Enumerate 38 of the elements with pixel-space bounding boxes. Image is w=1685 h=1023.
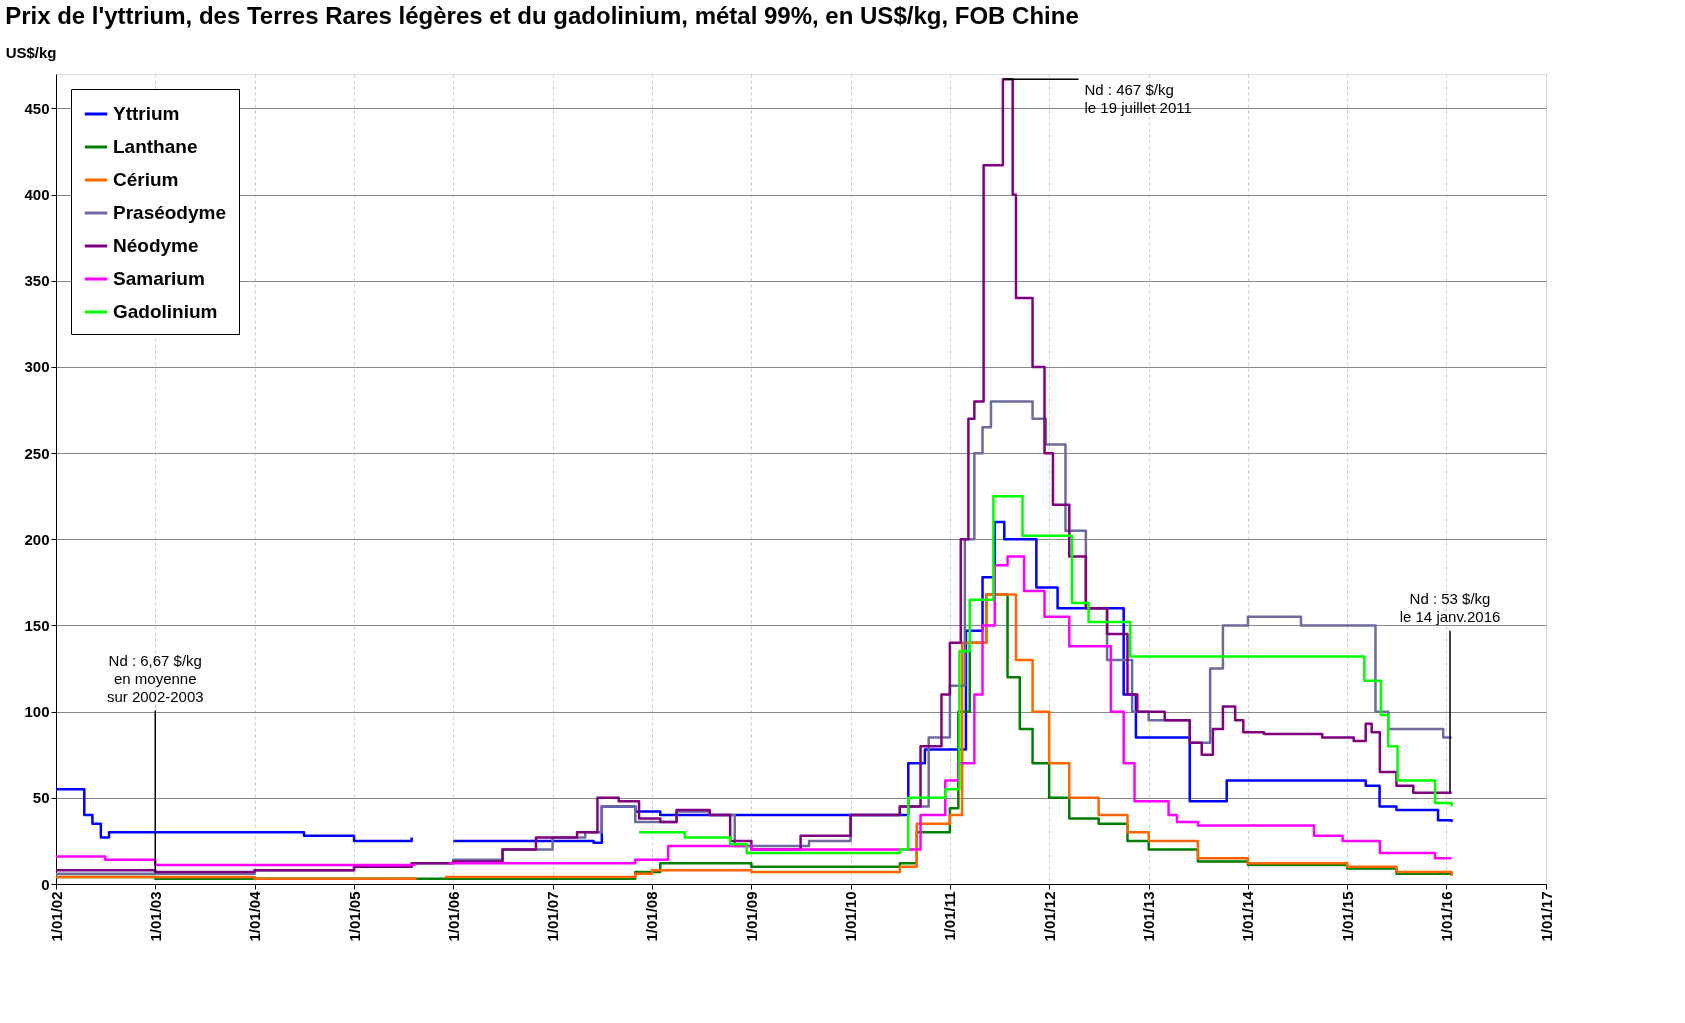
x-tick-label: 1/01/14 [1239,890,1257,942]
x-tick-label: 1/01/10 [842,891,860,942]
y-tick-label: 300 [24,358,50,376]
legend-label: Samarium [113,268,205,289]
x-tick-label: 1/01/04 [246,890,264,942]
annotation: Nd : 6,67 $/kg en moyenne sur 2002-2003 [106,651,204,705]
x-tick-label: 1/01/15 [1338,891,1356,942]
x-tick-label: 1/01/09 [742,891,760,942]
x-tick-label: 1/01/16 [1437,891,1455,942]
legend-label: Gadolinium [113,301,218,322]
x-tick-label: 1/01/13 [1140,891,1158,942]
x-tick-label: 1/01/12 [1040,891,1058,942]
y-tick-label: 200 [24,530,50,548]
x-tick-label: 1/01/07 [544,891,562,942]
annotation: Nd : 467 $/kg le 19 juillet 2011 [1084,81,1192,117]
x-tick-label: 1/01/02 [47,891,65,942]
y-tick-label: 350 [24,272,50,290]
y-tick-label: 150 [24,616,50,634]
y-tick-label: 400 [24,186,50,204]
y-tick-label: 50 [32,789,50,807]
y-tick-label: 0 [41,875,50,893]
x-tick-label: 1/01/17 [1537,891,1555,942]
legend-label: Lanthane [113,136,198,157]
legend-label: Praséodyme [113,202,227,223]
x-tick-label: 1/01/11 [941,891,959,941]
chart-title: Prix de l'yttrium, des Terres Rares légères et du gadolinium, métal 99%, en US$/kg, FOB Chine [5,2,1079,29]
y-tick-label: 450 [24,99,50,117]
annotation: Nd : 53 $/kg le 14 janv.2016 [1399,589,1501,625]
x-tick-label: 1/01/06 [444,891,462,942]
y-axis-title: US$/kg [5,43,57,61]
x-tick-label: 1/01/05 [345,891,363,942]
legend-label: Yttrium [113,103,180,124]
legend-label: Néodyme [113,235,199,256]
y-tick-label: 100 [24,703,50,721]
x-tick-label: 1/01/03 [146,891,164,942]
y-tick-label: 250 [24,444,50,462]
x-tick-label: 1/01/08 [643,891,661,942]
legend-label: Cérium [113,169,179,190]
